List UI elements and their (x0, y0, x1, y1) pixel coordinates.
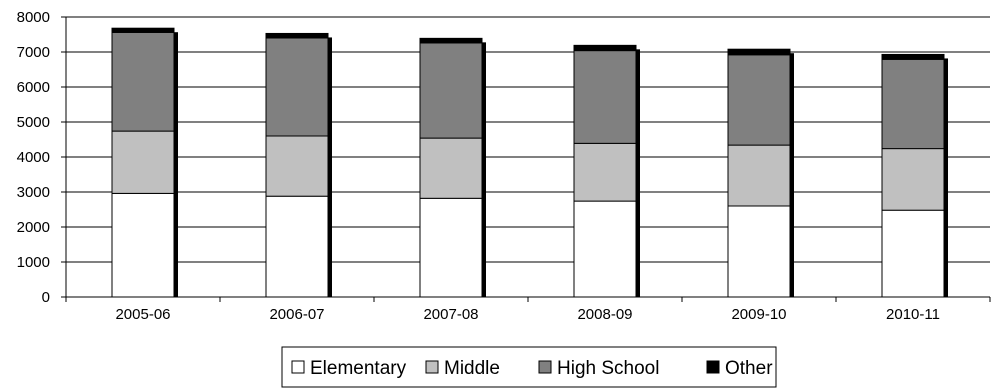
y-tick-label: 3000 (17, 184, 50, 201)
bar-segment-other (881, 53, 945, 60)
bar-segment-middle (727, 144, 791, 207)
legend-box (281, 346, 777, 388)
y-tick-label: 1000 (17, 254, 50, 271)
bar-segment-middle (573, 142, 637, 202)
bar-segment-high-school (727, 54, 791, 146)
bar-segment-high-school (419, 42, 483, 139)
y-tick-label: 4000 (17, 149, 50, 166)
legend-swatch-high-school (538, 360, 552, 374)
x-tick-label: 2005-06 (115, 306, 170, 323)
bar-segment-high-school (881, 58, 945, 150)
x-tick-label: 2006-07 (269, 306, 324, 323)
legend-swatch-elementary (291, 360, 305, 374)
legend-label-middle: Middle (444, 358, 500, 379)
bar-segment-high-school (573, 50, 637, 144)
legend: Elementary Middle High School Other (281, 346, 777, 388)
bar-segment-middle (419, 137, 483, 199)
y-tick-label: 0 (42, 289, 50, 306)
legend-label-high-school: High School (557, 358, 659, 379)
bar-segment-middle (265, 135, 329, 197)
bar-segment-middle (111, 130, 175, 194)
bar-segment-elementary (111, 192, 175, 298)
bar-segment-elementary (573, 200, 637, 298)
x-tick-label: 2009-10 (731, 306, 786, 323)
bar-segment-elementary (265, 195, 329, 298)
bar-segment-elementary (419, 197, 483, 298)
y-tick-label: 8000 (17, 9, 50, 26)
bar-segment-other (419, 37, 483, 44)
y-axis-ticks: 0 1000 2000 3000 4000 5000 6000 7000 8000 (17, 9, 66, 306)
bar-segment-elementary (727, 205, 791, 298)
legend-swatch-other (706, 360, 720, 374)
gridlines (66, 16, 990, 263)
bar-segment-high-school (265, 37, 329, 137)
x-tick-label: 2007-08 (423, 306, 478, 323)
legend-label-other: Other (725, 358, 773, 379)
bars (111, 27, 948, 298)
bar-segment-high-school (111, 31, 175, 132)
legend-label-elementary: Elementary (310, 358, 407, 379)
bar-segment-elementary (881, 209, 945, 298)
bar-segment-other (265, 32, 329, 39)
y-tick-label: 5000 (17, 114, 50, 131)
x-tick-label: 2010-11 (886, 306, 940, 323)
legend-swatch-middle (425, 360, 439, 374)
x-tick-label: 2008-09 (577, 306, 632, 323)
bar-segment-other (111, 27, 175, 33)
bar-segment-middle (881, 148, 945, 211)
y-tick-label: 2000 (17, 219, 50, 236)
bar-segment-other (727, 48, 791, 56)
x-axis-ticks: 2005-06 2006-07 2007-08 2008-09 2009-10 2010-… (65, 297, 991, 323)
y-tick-label: 7000 (17, 44, 50, 61)
y-tick-label: 6000 (17, 79, 50, 96)
bar-segment-other (573, 44, 637, 52)
